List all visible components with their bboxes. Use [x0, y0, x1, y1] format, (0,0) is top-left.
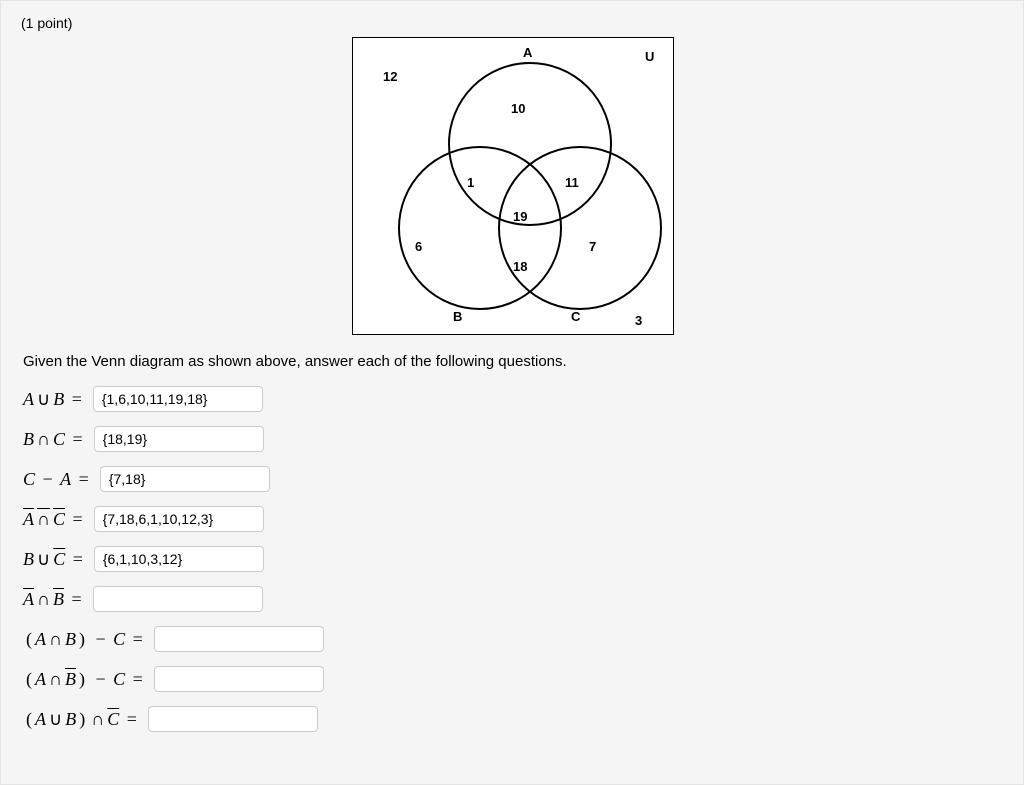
region-a-and-c: 11 — [565, 176, 579, 189]
region-b-and-c: 18 — [513, 260, 527, 273]
questions-list: A∪B = B∩C = C − A = A∩C = B∪C = A∩B = (A… — [21, 386, 1003, 732]
points-label: (1 point) — [21, 15, 1003, 31]
question-row: A∩B = — [23, 586, 1003, 612]
set-label-c: C — [571, 310, 580, 323]
answer-input-q4[interactable] — [94, 506, 264, 532]
question-expression: (A∩B) − C = — [23, 669, 146, 690]
question-row: A∪B = — [23, 386, 1003, 412]
question-row: B∪C = — [23, 546, 1003, 572]
set-circle-c — [498, 146, 662, 310]
answer-input-q8[interactable] — [154, 666, 324, 692]
set-label-a: A — [523, 46, 532, 59]
venn-diagram: A B C U 12 3 10 6 7 1 11 18 19 — [352, 37, 674, 335]
set-label-u: U — [645, 50, 654, 63]
question-row: (A∪B)∩C = — [23, 706, 1003, 732]
region-outside: 12 — [383, 70, 397, 83]
answer-input-q6[interactable] — [93, 586, 263, 612]
region-outside-right: 3 — [635, 314, 642, 327]
answer-input-q9[interactable] — [148, 706, 318, 732]
question-row: B∩C = — [23, 426, 1003, 452]
question-expression: (A∪B)∩C = — [23, 709, 140, 730]
venn-diagram-container: A B C U 12 3 10 6 7 1 11 18 19 — [352, 37, 672, 335]
answer-input-q5[interactable] — [94, 546, 264, 572]
question-row: (A∩B) − C = — [23, 626, 1003, 652]
region-only-b: 6 — [415, 240, 422, 253]
question-expression: B∩C = — [23, 429, 86, 450]
set-label-b: B — [453, 310, 462, 323]
region-only-a: 10 — [511, 102, 525, 115]
question-row: (A∩B) − C = — [23, 666, 1003, 692]
question-page: (1 point) A B C U 12 3 10 6 7 1 11 18 19… — [0, 0, 1024, 785]
answer-input-q1[interactable] — [93, 386, 263, 412]
question-expression: A∩B = — [23, 589, 85, 610]
question-row: A∩C = — [23, 506, 1003, 532]
question-row: C − A = — [23, 466, 1003, 492]
region-a-and-b: 1 — [467, 176, 474, 189]
answer-input-q2[interactable] — [94, 426, 264, 452]
question-expression: B∪C = — [23, 549, 86, 570]
answer-input-q3[interactable] — [100, 466, 270, 492]
question-expression: A∩C = — [23, 509, 86, 530]
answer-input-q7[interactable] — [154, 626, 324, 652]
region-center: 19 — [513, 210, 527, 223]
instruction-text: Given the Venn diagram as shown above, a… — [23, 353, 1003, 370]
question-expression: A∪B = — [23, 389, 85, 410]
region-only-c: 7 — [589, 240, 596, 253]
question-expression: (A∩B) − C = — [23, 629, 146, 650]
question-expression: C − A = — [23, 469, 92, 490]
